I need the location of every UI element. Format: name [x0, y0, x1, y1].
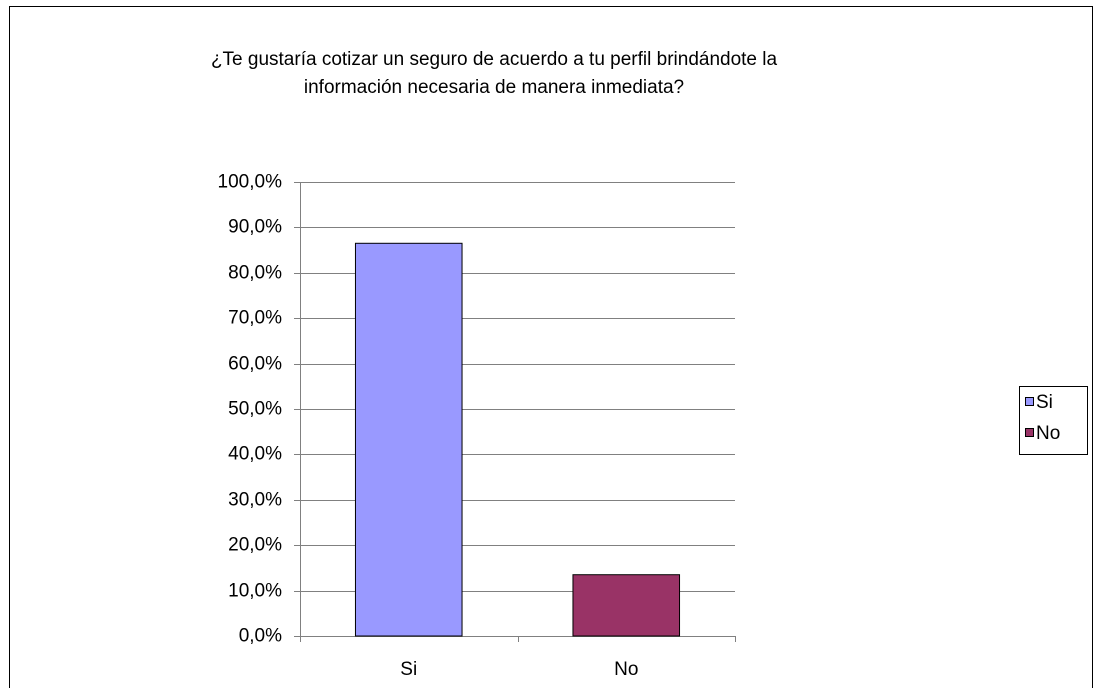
y-tick-label: 100,0% — [218, 172, 283, 193]
y-tick-label: 70,0% — [228, 308, 282, 329]
x-tick-label: Si — [400, 659, 417, 680]
bar — [354, 242, 463, 637]
chart-title: información necesaria de manera inmediat… — [304, 77, 684, 98]
y-tick-label: 40,0% — [228, 444, 282, 465]
y-tick-label: 80,0% — [228, 263, 282, 284]
y-tick-label: 50,0% — [228, 399, 282, 420]
legend-label: No — [1036, 423, 1060, 444]
y-tick-label: 0,0% — [239, 626, 282, 647]
y-tick-label: 20,0% — [228, 535, 282, 556]
legend-swatch — [1025, 428, 1034, 437]
x-tick-label: No — [614, 659, 638, 680]
chart-frame — [9, 6, 1093, 688]
bar — [572, 574, 681, 637]
legend-box — [1019, 386, 1088, 455]
legend-label: Si — [1036, 392, 1053, 413]
y-tick-label: 30,0% — [228, 490, 282, 511]
y-tick-label: 10,0% — [228, 581, 282, 602]
y-tick-label: 90,0% — [228, 217, 282, 238]
chart-title: ¿Te gustaría cotizar un seguro de acuerd… — [211, 49, 778, 70]
y-tick-label: 60,0% — [228, 354, 282, 375]
legend-swatch — [1025, 397, 1034, 406]
